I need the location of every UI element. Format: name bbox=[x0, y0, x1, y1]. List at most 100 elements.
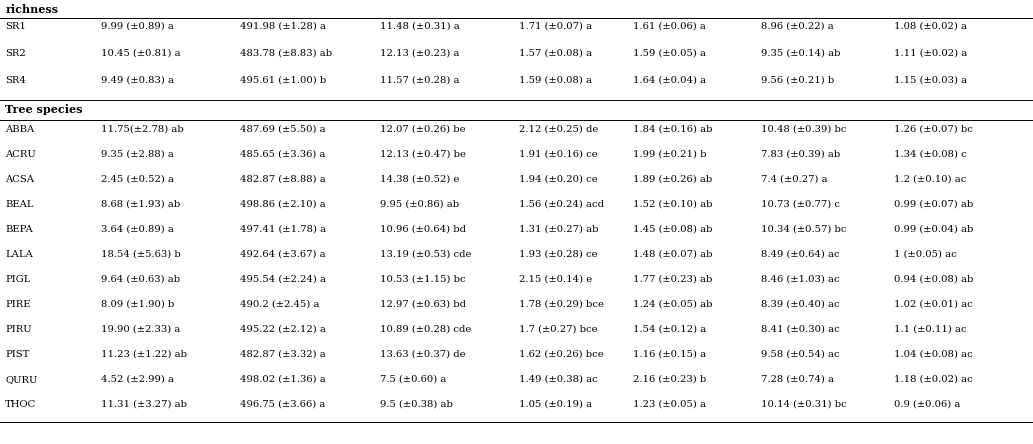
Text: 9.64 (±0.63) ab: 9.64 (±0.63) ab bbox=[101, 275, 181, 284]
Text: 1.57 (±0.08) a: 1.57 (±0.08) a bbox=[519, 49, 592, 58]
Text: SR2: SR2 bbox=[5, 49, 26, 58]
Text: 9.56 (±0.21) b: 9.56 (±0.21) b bbox=[761, 76, 835, 85]
Text: 1.18 (±0.02) ac: 1.18 (±0.02) ac bbox=[894, 375, 972, 384]
Text: 2.12 (±0.25) de: 2.12 (±0.25) de bbox=[519, 125, 598, 134]
Text: 490.2 (±2.45) a: 490.2 (±2.45) a bbox=[240, 300, 319, 309]
Text: ACRU: ACRU bbox=[5, 150, 36, 159]
Text: 7.28 (±0.74) a: 7.28 (±0.74) a bbox=[761, 375, 835, 384]
Text: 10.34 (±0.57) bc: 10.34 (±0.57) bc bbox=[761, 225, 847, 234]
Text: 498.86 (±2.10) a: 498.86 (±2.10) a bbox=[240, 200, 325, 209]
Text: 1.59 (±0.08) a: 1.59 (±0.08) a bbox=[519, 76, 592, 85]
Text: 18.54 (±5.63) b: 18.54 (±5.63) b bbox=[101, 250, 181, 259]
Text: 8.09 (±1.90) b: 8.09 (±1.90) b bbox=[101, 300, 175, 309]
Text: QURU: QURU bbox=[5, 375, 37, 384]
Text: 1.49 (±0.38) ac: 1.49 (±0.38) ac bbox=[519, 375, 597, 384]
Text: 1.62 (±0.26) bce: 1.62 (±0.26) bce bbox=[519, 350, 603, 359]
Text: 11.48 (±0.31) a: 11.48 (±0.31) a bbox=[380, 22, 460, 31]
Text: 1.61 (±0.06) a: 1.61 (±0.06) a bbox=[633, 22, 707, 31]
Text: 19.90 (±2.33) a: 19.90 (±2.33) a bbox=[101, 325, 181, 334]
Text: 483.78 (±8.83) ab: 483.78 (±8.83) ab bbox=[240, 49, 332, 58]
Text: 487.69 (±5.50) a: 487.69 (±5.50) a bbox=[240, 125, 325, 134]
Text: 1.84 (±0.16) ab: 1.84 (±0.16) ab bbox=[633, 125, 713, 134]
Text: 12.13 (±0.47) be: 12.13 (±0.47) be bbox=[380, 150, 466, 159]
Text: 10.96 (±0.64) bd: 10.96 (±0.64) bd bbox=[380, 225, 466, 234]
Text: 1.1 (±0.11) ac: 1.1 (±0.11) ac bbox=[894, 325, 966, 334]
Text: 10.73 (±0.77) c: 10.73 (±0.77) c bbox=[761, 200, 840, 209]
Text: 1.7 (±0.27) bce: 1.7 (±0.27) bce bbox=[519, 325, 597, 334]
Text: 11.31 (±3.27) ab: 11.31 (±3.27) ab bbox=[101, 400, 187, 409]
Text: 482.87 (±3.32) a: 482.87 (±3.32) a bbox=[240, 350, 325, 359]
Text: 485.65 (±3.36) a: 485.65 (±3.36) a bbox=[240, 150, 325, 159]
Text: 1.78 (±0.29) bce: 1.78 (±0.29) bce bbox=[519, 300, 603, 309]
Text: 1.24 (±0.05) ab: 1.24 (±0.05) ab bbox=[633, 300, 713, 309]
Text: 1.48 (±0.07) ab: 1.48 (±0.07) ab bbox=[633, 250, 713, 259]
Text: 10.45 (±0.81) a: 10.45 (±0.81) a bbox=[101, 49, 181, 58]
Text: 1.2 (±0.10) ac: 1.2 (±0.10) ac bbox=[894, 175, 966, 184]
Text: 12.13 (±0.23) a: 12.13 (±0.23) a bbox=[380, 49, 460, 58]
Text: PIRU: PIRU bbox=[5, 325, 32, 334]
Text: 495.54 (±2.24) a: 495.54 (±2.24) a bbox=[240, 275, 325, 284]
Text: 0.99 (±0.07) ab: 0.99 (±0.07) ab bbox=[894, 200, 973, 209]
Text: 8.46 (±1.03) ac: 8.46 (±1.03) ac bbox=[761, 275, 840, 284]
Text: 9.5 (±0.38) ab: 9.5 (±0.38) ab bbox=[380, 400, 453, 409]
Text: 10.89 (±0.28) cde: 10.89 (±0.28) cde bbox=[380, 325, 471, 334]
Text: 7.83 (±0.39) ab: 7.83 (±0.39) ab bbox=[761, 150, 841, 159]
Text: 1.02 (±0.01) ac: 1.02 (±0.01) ac bbox=[894, 300, 972, 309]
Text: 1.89 (±0.26) ab: 1.89 (±0.26) ab bbox=[633, 175, 713, 184]
Text: 10.53 (±1.15) bc: 10.53 (±1.15) bc bbox=[380, 275, 466, 284]
Text: 2.15 (±0.14) e: 2.15 (±0.14) e bbox=[519, 275, 592, 284]
Text: 497.41 (±1.78) a: 497.41 (±1.78) a bbox=[240, 225, 325, 234]
Text: 1.94 (±0.20) ce: 1.94 (±0.20) ce bbox=[519, 175, 597, 184]
Text: 12.07 (±0.26) be: 12.07 (±0.26) be bbox=[380, 125, 466, 134]
Text: 1.23 (±0.05) a: 1.23 (±0.05) a bbox=[633, 400, 707, 409]
Text: 1.04 (±0.08) ac: 1.04 (±0.08) ac bbox=[894, 350, 972, 359]
Text: 1.59 (±0.05) a: 1.59 (±0.05) a bbox=[633, 49, 707, 58]
Text: 8.96 (±0.22) a: 8.96 (±0.22) a bbox=[761, 22, 834, 31]
Text: 14.38 (±0.52) e: 14.38 (±0.52) e bbox=[380, 175, 460, 184]
Text: 7.5 (±0.60) a: 7.5 (±0.60) a bbox=[380, 375, 446, 384]
Text: BEAL: BEAL bbox=[5, 200, 34, 209]
Text: 495.61 (±1.00) b: 495.61 (±1.00) b bbox=[240, 76, 325, 85]
Text: 1.16 (±0.15) a: 1.16 (±0.15) a bbox=[633, 350, 707, 359]
Text: 11.23 (±1.22) ab: 11.23 (±1.22) ab bbox=[101, 350, 187, 359]
Text: 1.56 (±0.24) acd: 1.56 (±0.24) acd bbox=[519, 200, 603, 209]
Text: 11.75(±2.78) ab: 11.75(±2.78) ab bbox=[101, 125, 184, 134]
Text: 1.34 (±0.08) c: 1.34 (±0.08) c bbox=[894, 150, 966, 159]
Text: 1.71 (±0.07) a: 1.71 (±0.07) a bbox=[519, 22, 592, 31]
Text: 9.95 (±0.86) ab: 9.95 (±0.86) ab bbox=[380, 200, 460, 209]
Text: 1.93 (±0.28) ce: 1.93 (±0.28) ce bbox=[519, 250, 597, 259]
Text: Tree species: Tree species bbox=[5, 104, 83, 115]
Text: ABBA: ABBA bbox=[5, 125, 34, 134]
Text: richness: richness bbox=[5, 4, 58, 15]
Text: 7.4 (±0.27) a: 7.4 (±0.27) a bbox=[761, 175, 827, 184]
Text: BEPA: BEPA bbox=[5, 225, 33, 234]
Text: 8.49 (±0.64) ac: 8.49 (±0.64) ac bbox=[761, 250, 840, 259]
Text: 8.41 (±0.30) ac: 8.41 (±0.30) ac bbox=[761, 325, 840, 334]
Text: 1.54 (±0.12) a: 1.54 (±0.12) a bbox=[633, 325, 707, 334]
Text: 1.64 (±0.04) a: 1.64 (±0.04) a bbox=[633, 76, 707, 85]
Text: 1.08 (±0.02) a: 1.08 (±0.02) a bbox=[894, 22, 967, 31]
Text: 10.48 (±0.39) bc: 10.48 (±0.39) bc bbox=[761, 125, 847, 134]
Text: 0.9 (±0.06) a: 0.9 (±0.06) a bbox=[894, 400, 960, 409]
Text: 3.64 (±0.89) a: 3.64 (±0.89) a bbox=[101, 225, 175, 234]
Text: SR1: SR1 bbox=[5, 22, 26, 31]
Text: 9.49 (±0.83) a: 9.49 (±0.83) a bbox=[101, 76, 175, 85]
Text: 10.14 (±0.31) bc: 10.14 (±0.31) bc bbox=[761, 400, 847, 409]
Text: 1 (±0.05) ac: 1 (±0.05) ac bbox=[894, 250, 957, 259]
Text: 8.39 (±0.40) ac: 8.39 (±0.40) ac bbox=[761, 300, 840, 309]
Text: 1.52 (±0.10) ab: 1.52 (±0.10) ab bbox=[633, 200, 713, 209]
Text: 491.98 (±1.28) a: 491.98 (±1.28) a bbox=[240, 22, 325, 31]
Text: 13.19 (±0.53) cde: 13.19 (±0.53) cde bbox=[380, 250, 472, 259]
Text: 495.22 (±2.12) a: 495.22 (±2.12) a bbox=[240, 325, 325, 334]
Text: 0.94 (±0.08) ab: 0.94 (±0.08) ab bbox=[894, 275, 973, 284]
Text: PIRE: PIRE bbox=[5, 300, 31, 309]
Text: PIGL: PIGL bbox=[5, 275, 31, 284]
Text: THOC: THOC bbox=[5, 400, 36, 409]
Text: 9.58 (±0.54) ac: 9.58 (±0.54) ac bbox=[761, 350, 840, 359]
Text: 1.15 (±0.03) a: 1.15 (±0.03) a bbox=[894, 76, 967, 85]
Text: 1.77 (±0.23) ab: 1.77 (±0.23) ab bbox=[633, 275, 713, 284]
Text: 1.91 (±0.16) ce: 1.91 (±0.16) ce bbox=[519, 150, 597, 159]
Text: 1.05 (±0.19) a: 1.05 (±0.19) a bbox=[519, 400, 592, 409]
Text: 12.97 (±0.63) bd: 12.97 (±0.63) bd bbox=[380, 300, 466, 309]
Text: 482.87 (±8.88) a: 482.87 (±8.88) a bbox=[240, 175, 325, 184]
